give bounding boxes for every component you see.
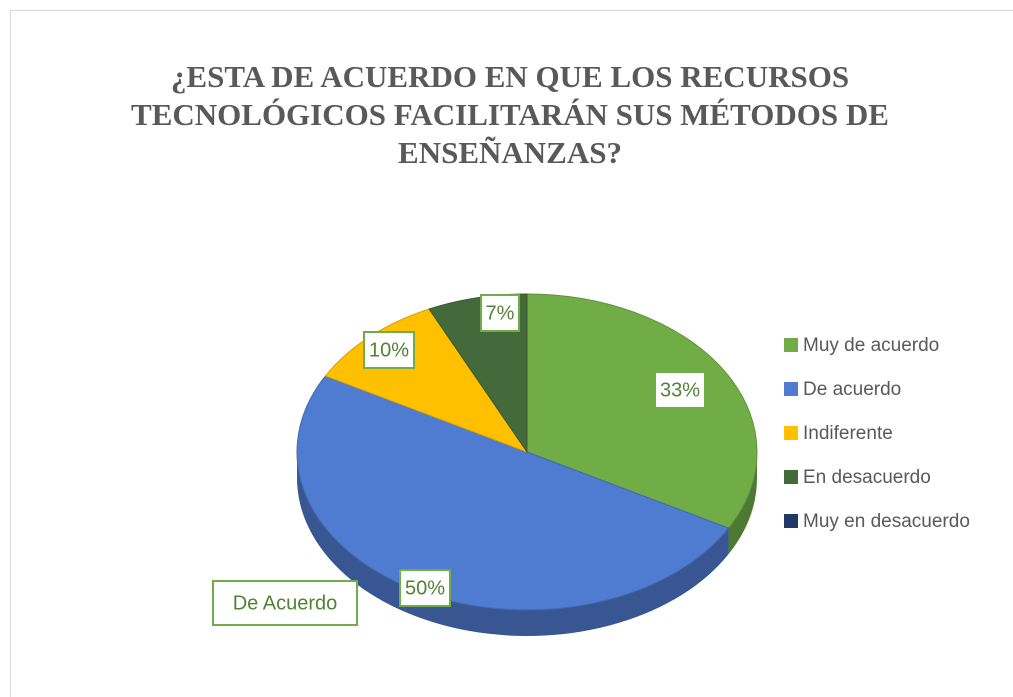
data-label-box (654, 371, 706, 409)
legend-swatch (784, 382, 798, 396)
annotation: De Acuerdo (233, 592, 338, 614)
legend-swatch (784, 514, 798, 528)
legend-swatch (784, 426, 798, 440)
slice (526, 293, 758, 529)
data-label-box (480, 294, 520, 332)
legend-swatch (784, 338, 798, 352)
data-label-box (363, 331, 415, 369)
annotation-box (212, 580, 358, 626)
legend-label: En desacuerdo (803, 467, 931, 488)
data-label: 7% (486, 302, 515, 324)
chart-title: ¿ESTA DE ACUERDO EN QUE LOS RECURSOS TEC… (131, 59, 889, 170)
data-label: 10% (369, 339, 409, 361)
legend-label: Muy en desacuerdo (803, 511, 970, 532)
legend-label: Indiferente (803, 423, 893, 444)
data-label: 50% (405, 577, 445, 599)
legend-label: De acuerdo (803, 379, 901, 400)
chart-frame (10, 10, 1013, 697)
legend-swatch (784, 470, 798, 484)
slice (428, 293, 528, 454)
data-label: 33% (660, 379, 700, 401)
data-label-box (399, 569, 451, 607)
slice-side (728, 452, 757, 555)
legend-label: Muy de acuerdo (803, 335, 939, 356)
